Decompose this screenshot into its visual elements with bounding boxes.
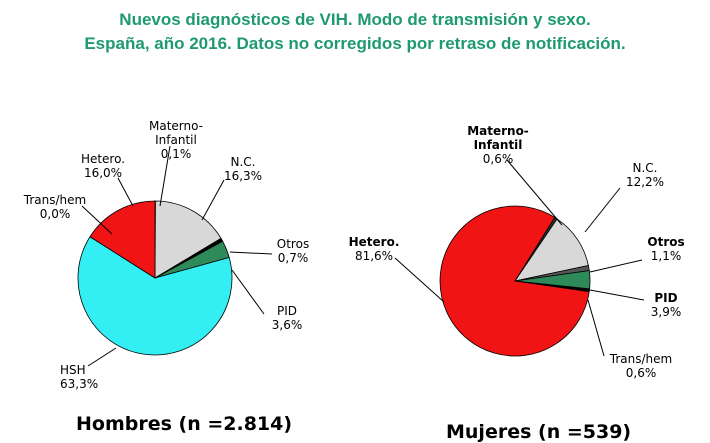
leader-line	[395, 258, 444, 302]
leader-line	[585, 188, 620, 232]
leader-line	[230, 252, 272, 254]
leader-line	[588, 300, 604, 356]
caption-hombres: Hombres (n =2.814)	[76, 413, 292, 435]
leader-line	[590, 290, 644, 300]
leader-line	[590, 260, 642, 272]
leader-line	[202, 180, 224, 220]
slice-label: N.C.12,2%	[626, 161, 664, 189]
slice-label: Hetero.81,6%	[349, 235, 400, 263]
leader-line	[88, 348, 116, 366]
leader-line	[232, 270, 264, 314]
caption-mujeres: Mujeres (n =539)	[446, 421, 631, 443]
slice-label: N.C.16,3%	[224, 155, 262, 183]
slice-label: Hetero.16,0%	[81, 152, 125, 180]
leader-line	[118, 178, 133, 206]
